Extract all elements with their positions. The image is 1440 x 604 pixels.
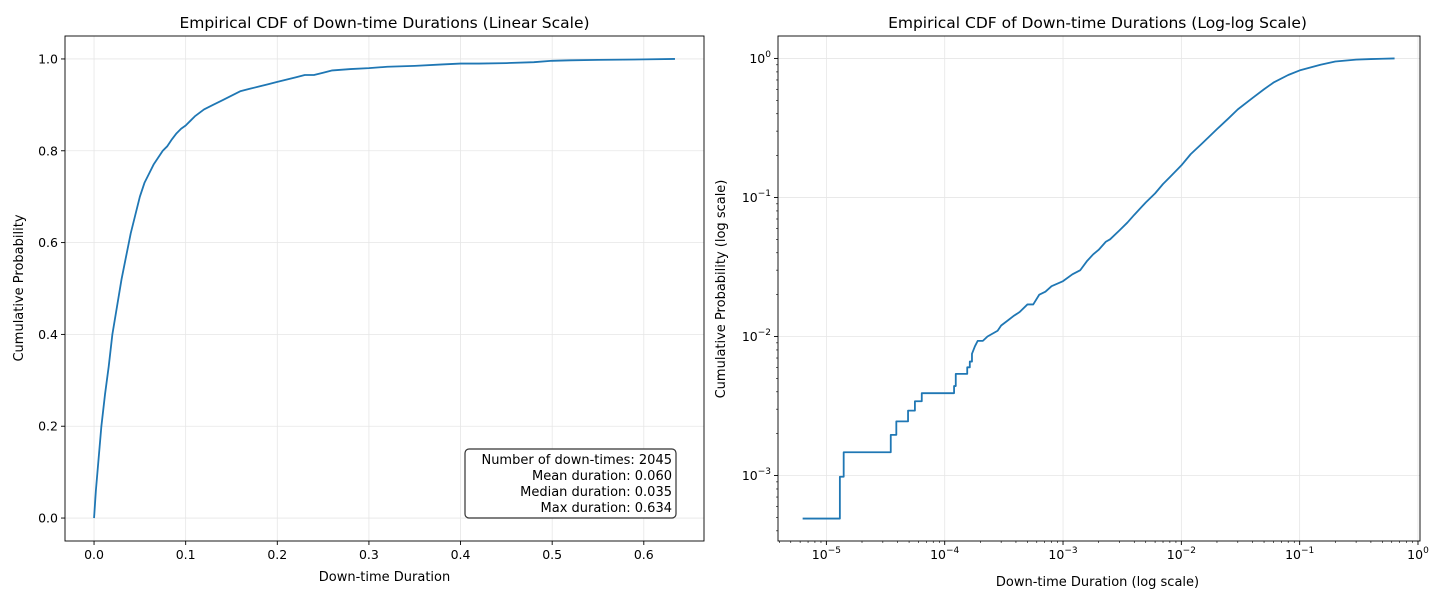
y-tick-label: 10−1 (742, 189, 771, 205)
stat-count: Number of down-times: 2045 (481, 453, 672, 468)
plot-frame (64, 35, 705, 542)
y-tick-label: 10−3 (742, 467, 771, 483)
stat-mean: Mean duration: 0.060 (532, 469, 672, 484)
y-tick-label: 0.8 (38, 143, 58, 158)
y-tick-label: 10−2 (742, 328, 771, 344)
y-tick-label: 0.0 (38, 511, 58, 526)
x-tick-label: 100 (1407, 546, 1429, 562)
x-tick-label: 10−4 (930, 546, 959, 562)
chart-title: Empirical CDF of Down-time Durations (Lo… (888, 14, 1307, 32)
stats-annotation: Number of down-times: 2045 Mean duration… (464, 448, 677, 519)
x-tick-label: 10−5 (812, 546, 841, 562)
x-tick-label: 10−3 (1048, 546, 1077, 562)
stats-box-frame (464, 448, 677, 519)
loglog-panel: Empirical CDF of Down-time Durations (Lo… (714, 14, 1429, 590)
y-tick-label: 0.6 (38, 235, 58, 250)
y-axis-label: Cumulative Probability (log scale) (714, 180, 729, 399)
x-tick-label: 0.5 (542, 547, 562, 562)
chart-title: Empirical CDF of Down-time Durations (Li… (179, 14, 589, 32)
x-tick-label: 0.0 (84, 547, 104, 562)
x-tick-label: 0.6 (634, 547, 654, 562)
x-tick-label: 0.4 (451, 547, 471, 562)
stat-median: Median duration: 0.035 (520, 485, 672, 500)
x-axis-label: Down-time Duration (319, 570, 451, 585)
cdf-line (93, 58, 675, 519)
x-tick-label: 0.3 (359, 547, 379, 562)
y-tick-label: 1.0 (38, 51, 58, 66)
x-tick-label: 0.2 (267, 547, 287, 562)
y-tick-label: 0.2 (38, 419, 58, 434)
x-tick-label: 0.1 (176, 547, 196, 562)
y-tick-label: 0.4 (38, 327, 58, 342)
x-tick-label: 10−1 (1285, 546, 1314, 562)
cdf-line (802, 57, 1395, 520)
x-tick-label: 10−2 (1167, 546, 1196, 562)
stat-max: Max duration: 0.634 (541, 501, 672, 516)
x-axis-label: Down-time Duration (log scale) (996, 575, 1199, 590)
y-axis-label: Cumulative Probability (12, 214, 27, 361)
y-tick-label: 100 (749, 50, 771, 66)
plot-frame (777, 35, 1421, 542)
